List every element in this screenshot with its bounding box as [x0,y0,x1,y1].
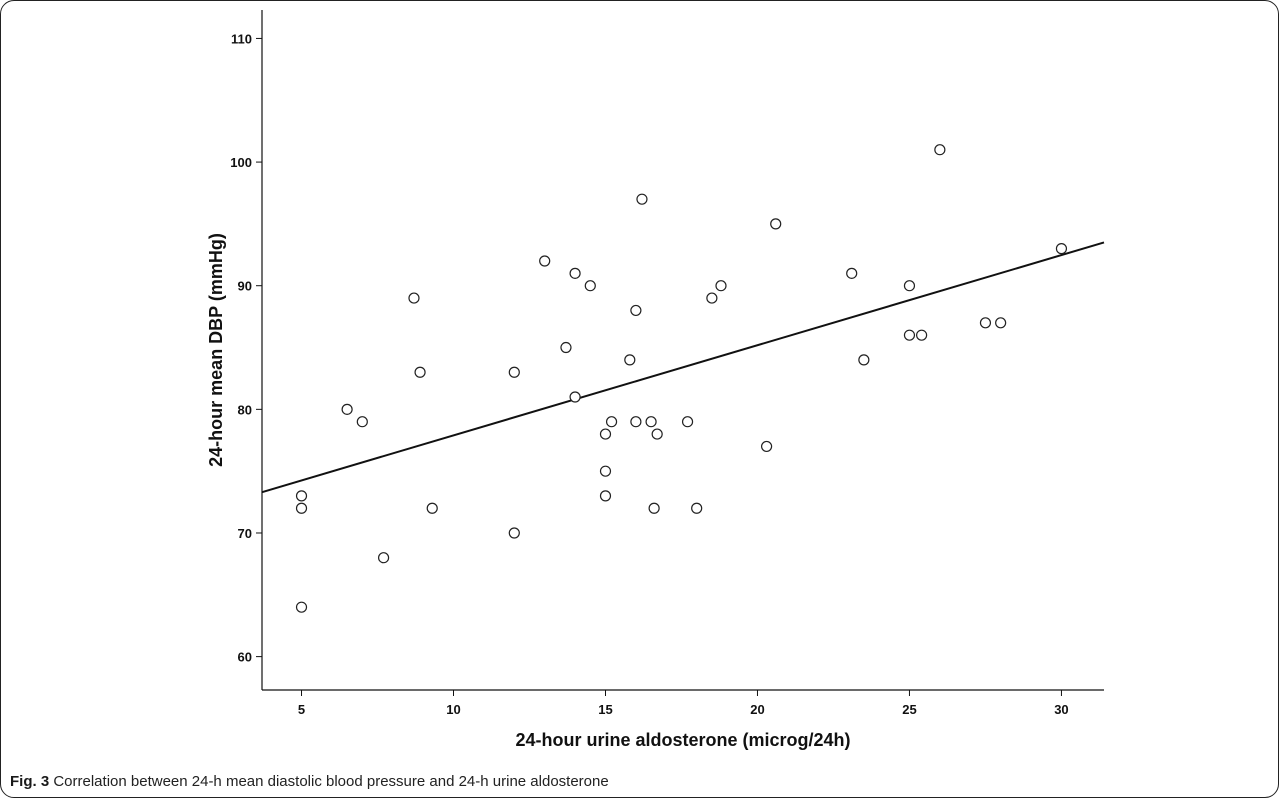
y-ticks: 60 70 80 90 100 110 [230,31,262,665]
data-point [691,502,703,514]
data-point [648,502,660,514]
y-tick-label: 110 [231,31,252,46]
data-point [979,317,992,329]
data-point [426,502,438,514]
data-point [569,267,581,279]
x-tick-label: 15 [598,702,612,717]
y-tick-label: 70 [238,526,252,541]
x-tick-label: 10 [446,702,460,717]
data-point [408,292,420,304]
x-tick-label: 20 [750,702,764,717]
data-point [770,218,782,230]
data-point [846,267,858,279]
data-point [295,601,308,613]
data-point [858,354,870,366]
x-tick-label: 30 [1054,702,1068,717]
data-point [630,416,642,428]
y-tick-label: 80 [238,402,252,417]
data-point [636,193,648,205]
figure-caption: Fig. 3 Correlation between 24-h mean dia… [10,773,609,790]
data-point [341,403,353,415]
data-point [760,440,773,453]
y-tick-label: 100 [230,155,252,170]
data-point [934,144,946,156]
data-point [706,292,718,304]
data-point [295,502,308,514]
data-point [681,416,694,428]
figure-label: Fig. 3 [10,773,50,790]
y-tick-label: 90 [238,279,252,294]
data-point [508,366,520,378]
data-point [605,416,618,428]
data-point [414,366,426,378]
data-point [624,354,636,366]
data-point [599,490,612,502]
data-point [651,428,663,440]
data-point [508,527,520,539]
data-point [356,416,368,428]
data-point [377,552,390,564]
data-point [295,490,308,502]
data-point [630,304,642,317]
data-point [599,428,612,440]
data-point [539,255,551,267]
data-point [903,280,916,292]
data-point [645,416,657,428]
chart-axes [261,10,1104,691]
y-axis-label: 24-hour mean DBP (mmHg) [206,233,226,467]
data-point [584,280,596,292]
data-point [916,329,928,341]
caption-text: Correlation between 24-h mean diastolic … [53,773,609,790]
data-point [995,317,1007,329]
y-tick-label: 60 [238,650,252,665]
x-ticks: 5 10 15 20 25 30 [298,690,1069,717]
x-tick-label: 5 [298,702,305,717]
x-tick-label: 25 [902,702,916,717]
data-point [599,465,612,477]
data-point [1055,243,1068,255]
data-points [295,144,1068,613]
data-point [560,341,572,354]
scatter-chart: 60 70 80 90 100 110 5 10 15 20 25 30 24-hour urine… [206,10,1105,750]
data-point [569,391,581,403]
regression-line-group [261,241,1105,494]
x-axis-label: 24-hour urine aldosterone (microg/24h) [515,730,850,750]
regression-line [261,241,1105,494]
data-point [715,280,727,292]
data-point [903,329,916,341]
